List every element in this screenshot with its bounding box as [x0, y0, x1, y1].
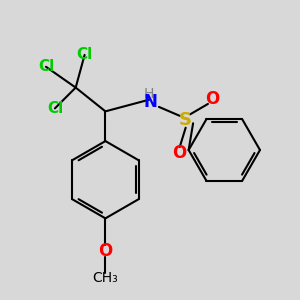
- Text: CH₃: CH₃: [92, 271, 118, 285]
- Text: O: O: [172, 144, 187, 162]
- Text: O: O: [98, 242, 112, 260]
- Text: Cl: Cl: [47, 101, 63, 116]
- Text: Cl: Cl: [38, 59, 54, 74]
- Text: S: S: [179, 111, 192, 129]
- Text: O: O: [205, 91, 220, 109]
- Text: H: H: [143, 86, 154, 100]
- Text: N: N: [143, 93, 157, 111]
- Text: Cl: Cl: [76, 47, 93, 62]
